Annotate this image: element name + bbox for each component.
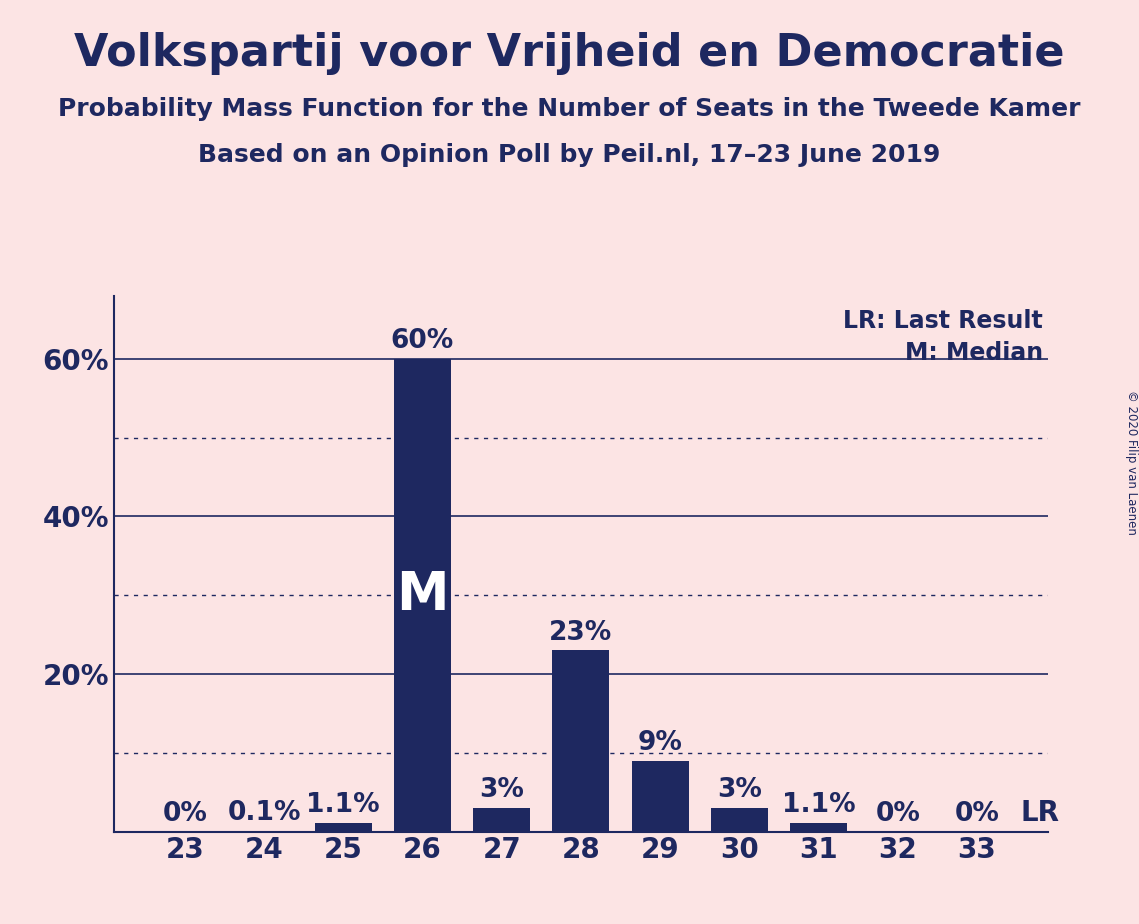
Text: Volkspartij voor Vrijheid en Democratie: Volkspartij voor Vrijheid en Democratie	[74, 32, 1065, 76]
Text: M: Median: M: Median	[906, 341, 1043, 365]
Text: 9%: 9%	[638, 730, 682, 756]
Text: Probability Mass Function for the Number of Seats in the Tweede Kamer: Probability Mass Function for the Number…	[58, 97, 1081, 121]
Bar	[790, 823, 847, 832]
Text: LR: LR	[1021, 799, 1059, 827]
Bar	[632, 760, 689, 832]
Text: 0%: 0%	[954, 801, 999, 827]
Bar	[394, 359, 451, 832]
Text: 1.1%: 1.1%	[781, 792, 855, 819]
Bar	[711, 808, 768, 832]
Text: 23%: 23%	[549, 620, 613, 646]
Text: 0%: 0%	[163, 801, 207, 827]
Text: 0.1%: 0.1%	[228, 800, 301, 826]
Text: 3%: 3%	[480, 777, 524, 803]
Text: LR: Last Result: LR: Last Result	[844, 310, 1043, 333]
Bar	[314, 823, 371, 832]
Text: 3%: 3%	[716, 777, 762, 803]
Text: M: M	[396, 569, 449, 621]
Text: 0%: 0%	[875, 801, 920, 827]
Bar	[473, 808, 530, 832]
Text: Based on an Opinion Poll by Peil.nl, 17–23 June 2019: Based on an Opinion Poll by Peil.nl, 17–…	[198, 143, 941, 167]
Bar	[552, 650, 609, 832]
Text: © 2020 Filip van Laenen: © 2020 Filip van Laenen	[1124, 390, 1138, 534]
Text: 60%: 60%	[391, 328, 454, 354]
Text: 1.1%: 1.1%	[306, 792, 380, 819]
